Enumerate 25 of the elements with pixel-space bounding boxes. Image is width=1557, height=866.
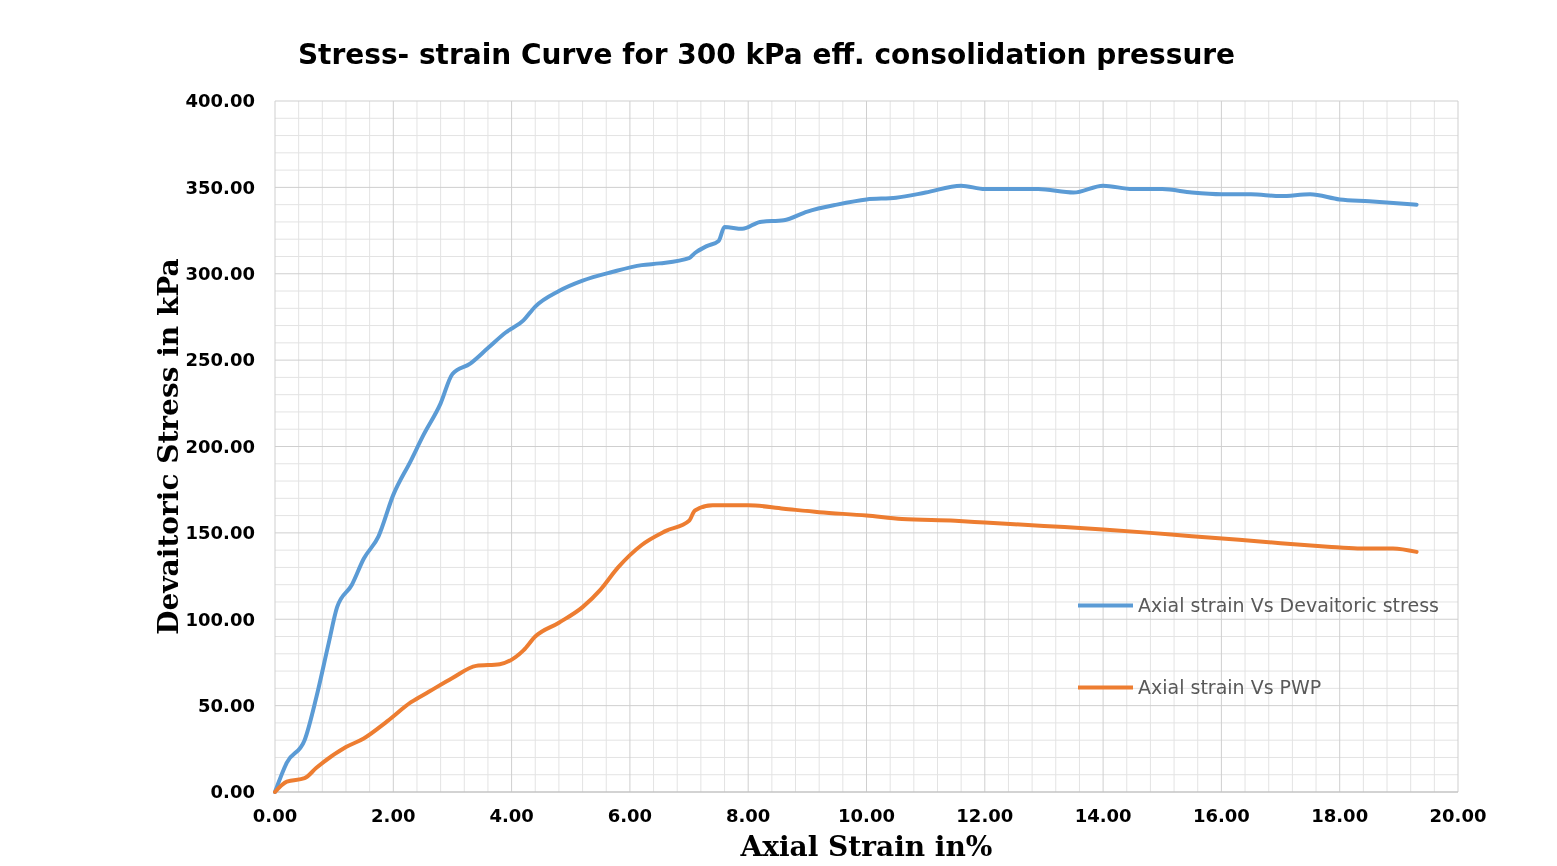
y-tick-label: 400.00 xyxy=(185,90,255,112)
y-tick-label: 300.00 xyxy=(185,263,255,285)
y-tick-label: 350.00 xyxy=(185,176,255,198)
y-tick-label: 200.00 xyxy=(185,435,255,457)
y-tick-label: 0.00 xyxy=(210,781,255,803)
x-axis-title: Axial Strain in% xyxy=(739,830,993,863)
x-tick-label: 8.00 xyxy=(725,805,771,826)
x-tick-label: 18.00 xyxy=(1311,805,1369,826)
y-axis-title: Devaitoric Stress in kPa xyxy=(152,258,185,635)
legend-label: Axial strain Vs Devaitoric stress xyxy=(1138,594,1439,617)
x-tick-label: 20.00 xyxy=(1429,805,1487,826)
y-tick-label: 100.00 xyxy=(185,608,255,630)
x-tick-label: 2.00 xyxy=(371,805,416,826)
legend-label: Axial strain Vs PWP xyxy=(1138,676,1322,699)
y-tick-label: 150.00 xyxy=(185,522,255,544)
x-tick-label: 16.00 xyxy=(1192,805,1250,826)
y-tick-label: 250.00 xyxy=(185,349,255,371)
x-tick-label: 6.00 xyxy=(607,805,653,826)
x-tick-label: 14.00 xyxy=(1074,805,1132,826)
chart-title: Stress- strain Curve for 300 kPa eff. consolidation pressure xyxy=(297,38,1236,71)
x-tick-label: 0.00 xyxy=(252,805,298,826)
x-tick-label: 12.00 xyxy=(956,805,1014,826)
x-tick-label: 4.00 xyxy=(489,805,534,826)
x-tick-label: 10.00 xyxy=(838,805,895,826)
y-tick-label: 50.00 xyxy=(198,694,255,716)
